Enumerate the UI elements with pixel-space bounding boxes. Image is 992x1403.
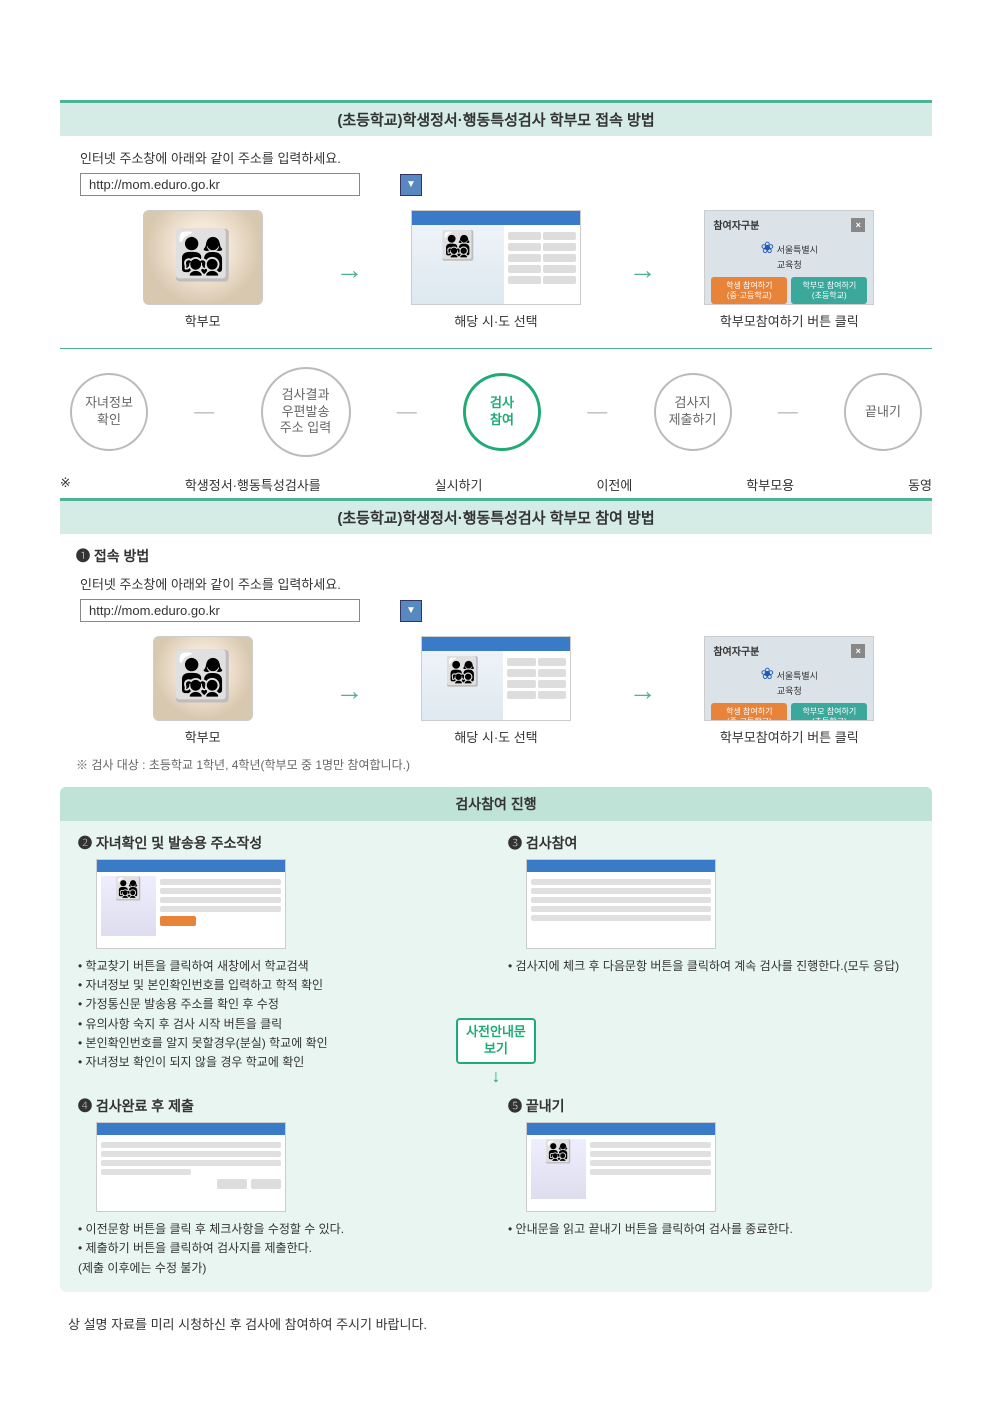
site-screenshot	[421, 636, 571, 721]
header-participate: (초등학교)학생정서·행동특성검사 학부모 참여 방법	[60, 498, 932, 534]
flow-popup: 참여자구분 × ❀ 서울특별시 교육청 학생 참여하기(중·고등학교) 학부모 …	[667, 636, 912, 746]
cell5-bullets: 안내문을 읽고 끝내기 버튼을 클릭하여 검사를 종료한다.	[508, 1220, 914, 1239]
popup-screenshot: 참여자구분 × ❀ 서울특별시 교육청 학생 참여하기(중·고등학교) 학부모 …	[704, 636, 874, 721]
cell-finish: ❺ 끝내기 안내문을 읽고 끝내기 버튼을 클릭하여 검사를 종료한다.	[508, 1096, 914, 1278]
arrow-icon: —	[587, 401, 607, 424]
arrow-icon: —	[397, 401, 417, 424]
flow-caption-3: 학부모참여하기 버튼 클릭	[667, 311, 912, 330]
flow-popup: 참여자구분 × ❀ 서울특별시 교육청 학생 참여하기(중·고등학교) 학부모 …	[667, 210, 912, 330]
arrow-icon: —	[194, 401, 214, 424]
url-dropdown-icon[interactable]: ▼	[400, 600, 422, 622]
flow-caption-3b: 학부모참여하기 버튼 클릭	[667, 727, 912, 746]
flow-caption-2: 해당 시·도 선택	[373, 311, 618, 330]
access-flow-row-2: 학부모 → 해당 시·도 선택 → 참여자구분 × ❀	[80, 636, 912, 746]
cell4-bullets: 이전문항 버튼을 클릭 후 체크사항을 수정할 수 있다. 제출하기 버튼을 클…	[78, 1220, 484, 1278]
cell-submit: ❹ 검사완료 후 제출 이전문항 버튼을 클릭 후 체크사항을 수정할 수 있다…	[78, 1096, 484, 1278]
flow-caption-1b: 학부모	[80, 727, 325, 746]
cell5-title: ❺ 끝내기	[508, 1096, 914, 1116]
footer-note: 상 설명 자료를 미리 시청하신 후 검사에 참여하여 주시기 바랍니다.	[68, 1314, 932, 1333]
popup-org: ❀ 서울특별시 교육청	[711, 664, 867, 697]
flow-caption-1: 학부모	[80, 311, 325, 330]
flow-site: 해당 시·도 선택	[373, 210, 618, 330]
note-prefix: ※	[60, 475, 71, 494]
section-1-title: ❶ 접속 방법	[76, 546, 932, 566]
close-icon[interactable]: ×	[851, 218, 865, 232]
header-access: (초등학교)학생정서·행동특성검사 학부모 접속 방법	[60, 100, 932, 136]
logo-icon: ❀	[761, 240, 774, 257]
cell3-bullets: 검사지에 체크 후 다음문항 버튼을 클릭하여 계속 검사를 진행한다.(모두 …	[508, 957, 914, 976]
step-participate: 검사 참여	[463, 373, 541, 451]
step-finish: 끝내기	[844, 373, 922, 451]
cell4-title: ❹ 검사완료 후 제출	[78, 1096, 484, 1116]
step-submit: 검사지 제출하기	[654, 373, 732, 451]
access-flow-row: 학부모 → 해당 시·도 선택 → 참여자구분 ×	[80, 210, 912, 330]
divider	[60, 348, 932, 349]
step-address: 검사결과 우편발송 주소 입력	[261, 367, 351, 457]
cell-test-participate: ❸ 검사참여 검사지에 체크 후 다음문항 버튼을 클릭하여 계속 검사를 진행…	[508, 833, 914, 1072]
close-icon[interactable]: ×	[851, 644, 865, 658]
cell3-title: ❸ 검사참여	[508, 833, 914, 853]
flow-site: 해당 시·도 선택	[373, 636, 618, 746]
note-row: ※ 학생정서·행동특성검사를 실시하기 이전에 학부모용 동영	[60, 475, 932, 494]
flow-parent: 학부모	[80, 636, 325, 746]
url-bar-1: http://mom.eduro.go.kr ▼	[80, 173, 932, 196]
student-participate-button[interactable]: 학생 참여하기(중·고등학교)	[711, 703, 787, 721]
url-input-1[interactable]: http://mom.eduro.go.kr	[80, 173, 360, 196]
popup-title: 참여자구분	[713, 217, 759, 232]
progress-box: 검사참여 진행 ❷ 자녀확인 및 발송용 주소작성 학교찾기 버튼을 클릭하여 …	[60, 787, 932, 1292]
arrow-icon: →	[335, 675, 363, 707]
url-input-2[interactable]: http://mom.eduro.go.kr	[80, 599, 360, 622]
arrow-icon: →	[629, 254, 657, 286]
arrow-down-icon: ↓	[492, 1066, 501, 1087]
thumb-3	[526, 859, 716, 949]
intro-text-2: 인터넷 주소창에 아래와 같이 주소를 입력하세요.	[80, 574, 932, 593]
flow-parent: 학부모	[80, 210, 325, 330]
thumb-4	[96, 1122, 286, 1212]
url-bar-2: http://mom.eduro.go.kr ▼	[80, 599, 932, 622]
url-dropdown-icon[interactable]: ▼	[400, 174, 422, 196]
popup-screenshot: 참여자구분 × ❀ 서울특별시 교육청 학생 참여하기(중·고등학교) 학부모 …	[704, 210, 874, 305]
arrow-icon: —	[778, 401, 798, 424]
parent-participate-button[interactable]: 학부모 참여하기(초등학교)	[791, 277, 867, 304]
cell2-bullets: 학교찾기 버튼을 클릭하여 새창에서 학교검색 자녀정보 및 본인확인번호를 입…	[78, 957, 484, 1072]
step-child-info: 자녀정보 확인	[70, 373, 148, 451]
arrow-icon: →	[335, 254, 363, 286]
steps-row: 자녀정보 확인 — 검사결과 우편발송 주소 입력 — 검사 참여 — 검사지 …	[70, 367, 922, 457]
logo-icon: ❀	[761, 666, 774, 683]
popup-org: ❀ 서울특별시 교육청	[711, 238, 867, 271]
cell-child-confirm: ❷ 자녀확인 및 발송용 주소작성 학교찾기 버튼을 클릭하여 새창에서 학교검…	[78, 833, 484, 1072]
thumb-2	[96, 859, 286, 949]
site-screenshot	[411, 210, 581, 305]
intro-text-1: 인터넷 주소창에 아래와 같이 주소를 입력하세요.	[80, 148, 932, 167]
thumb-5	[526, 1122, 716, 1212]
parent-participate-button[interactable]: 학부모 참여하기(초등학교)	[791, 703, 867, 721]
student-participate-button[interactable]: 학생 참여하기(중·고등학교)	[711, 277, 787, 304]
progress-title: 검사참여 진행	[60, 787, 932, 821]
cell2-title: ❷ 자녀확인 및 발송용 주소작성	[78, 833, 484, 853]
flow-caption-2b: 해당 시·도 선택	[373, 727, 618, 746]
arrow-icon: →	[629, 675, 657, 707]
target-note: ※ 검사 대상 : 초등학교 1학년, 4학년(학부모 중 1명만 참여합니다.…	[76, 756, 932, 773]
family-image	[153, 636, 253, 721]
preview-guide-button[interactable]: 사전안내문 보기	[456, 1018, 536, 1064]
family-image	[143, 210, 263, 305]
popup-title: 참여자구분	[713, 643, 759, 658]
